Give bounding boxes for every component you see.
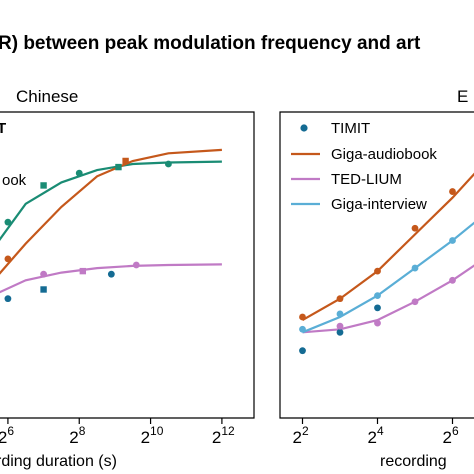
fit-line-1 bbox=[301, 172, 474, 322]
figure-title: R) between peak modulation frequency and… bbox=[0, 33, 421, 54]
marker-0-3 bbox=[115, 163, 122, 171]
marker-2-0 bbox=[40, 270, 47, 278]
marker-0-0 bbox=[299, 347, 306, 355]
x-tick-label-0: 22 bbox=[293, 424, 309, 447]
fit-lines-english bbox=[301, 172, 474, 334]
marker-3-4 bbox=[449, 237, 456, 244]
marker-1-4 bbox=[449, 188, 456, 195]
fit-line-0 bbox=[0, 160, 222, 241]
marker-2-2 bbox=[411, 298, 419, 306]
marker-0-1 bbox=[336, 328, 344, 336]
panel-title-chinese: Chinese bbox=[16, 87, 78, 106]
marker-1-1 bbox=[122, 157, 129, 165]
legend-label-giga-interview: Giga-interview bbox=[331, 196, 427, 213]
panel-title-english: E bbox=[457, 87, 468, 106]
marker-0-1 bbox=[40, 182, 47, 189]
marker-3-1 bbox=[336, 310, 344, 318]
fit-line-2 bbox=[0, 263, 222, 294]
marker-3-2 bbox=[107, 270, 115, 278]
marker-1-0 bbox=[299, 313, 306, 321]
fit-line-2 bbox=[302, 264, 474, 334]
marker-1-3 bbox=[411, 224, 419, 232]
marker-1-0 bbox=[4, 255, 12, 263]
marker-2-0 bbox=[336, 322, 344, 330]
legend-chinese: T ook bbox=[0, 120, 27, 189]
marker-0-4 bbox=[165, 160, 172, 168]
panel-english: E 22 24 26 TIMIT Giga-audiobook TED-LIUM G… bbox=[279, 87, 474, 470]
fit-line-1 bbox=[0, 148, 222, 275]
marker-0-0 bbox=[4, 218, 12, 226]
fit-line-3 bbox=[302, 221, 474, 334]
legend-marker-timit bbox=[300, 124, 308, 132]
marker-2-2 bbox=[132, 261, 140, 269]
marker-3-0 bbox=[299, 325, 306, 333]
x-axis-label-chinese: rding duration (s) bbox=[0, 453, 117, 470]
marker-3-2 bbox=[374, 292, 381, 299]
legend-entry-1: ook bbox=[2, 172, 27, 189]
x-tick-label-0: 26 bbox=[0, 424, 14, 447]
marker-1-2 bbox=[374, 267, 381, 275]
panel-chinese: Chinese 26 28 210 212 T ook rding duration … bbox=[0, 87, 255, 470]
legend-english: TIMIT Giga-audiobook TED-LIUM Giga-inter… bbox=[291, 120, 437, 213]
x-tick-label-2: 26 bbox=[443, 424, 459, 447]
markers-chinese bbox=[4, 157, 172, 303]
marker-2-3 bbox=[449, 276, 456, 284]
x-tick-label-2: 210 bbox=[141, 424, 164, 447]
legend-label-ted-lium: TED-LIUM bbox=[331, 171, 402, 188]
axes-frame-chinese bbox=[0, 111, 255, 419]
marker-0-2 bbox=[75, 169, 83, 177]
x-ticks-chinese: 26 28 210 212 bbox=[0, 418, 235, 447]
marker-3-3 bbox=[411, 264, 419, 272]
x-axis-label-english: recording bbox=[380, 453, 447, 470]
marker-3-1 bbox=[40, 286, 47, 293]
legend-label-timit: TIMIT bbox=[331, 120, 370, 137]
marker-2-1 bbox=[374, 319, 381, 327]
marker-1-1 bbox=[336, 295, 344, 303]
x-tick-label-3: 212 bbox=[212, 424, 235, 447]
x-ticks-english: 22 24 26 bbox=[293, 418, 459, 447]
x-tick-label-1: 28 bbox=[69, 424, 85, 447]
marker-3-0 bbox=[4, 295, 12, 303]
markers-english bbox=[299, 188, 456, 355]
legend-entry-0: T bbox=[0, 120, 6, 137]
legend-label-giga-audiobook: Giga-audiobook bbox=[331, 146, 437, 163]
x-tick-label-1: 24 bbox=[368, 424, 384, 447]
marker-2-1 bbox=[79, 267, 87, 275]
marker-0-2 bbox=[374, 304, 381, 312]
